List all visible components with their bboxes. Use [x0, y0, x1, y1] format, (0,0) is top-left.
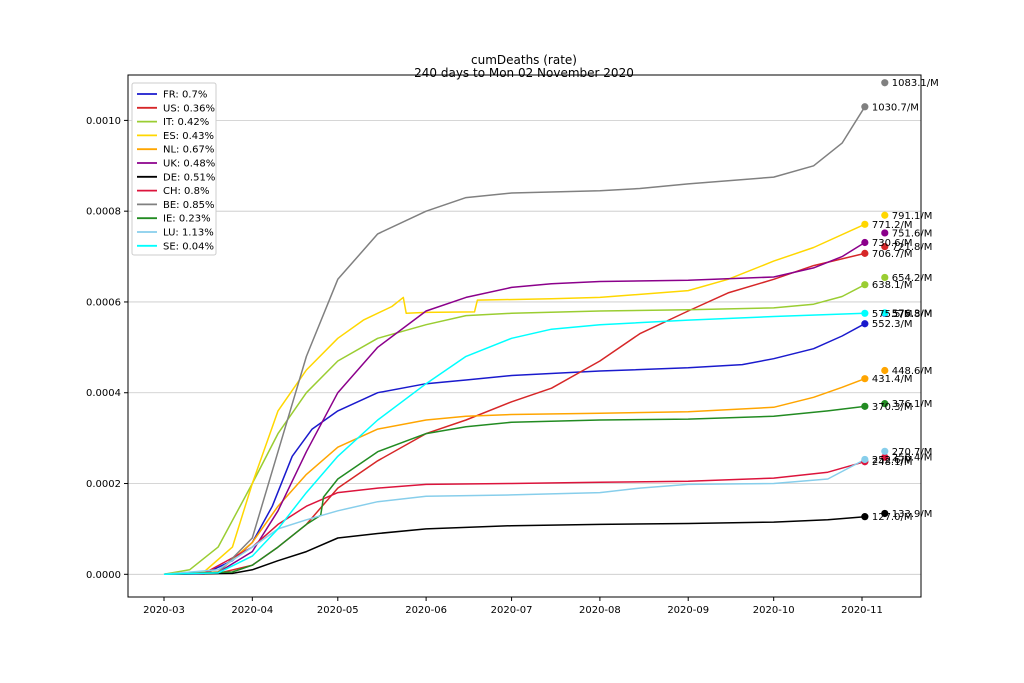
y-tick-label: 0.0008 [86, 207, 121, 218]
x-tick-label: 2020-10 [753, 605, 795, 616]
end-label-es: 771.2/M [872, 220, 913, 231]
projection-label-be: 1083.1/M [892, 78, 939, 89]
legend-box [131, 82, 217, 256]
end-label-ie: 370.3/M [872, 402, 913, 413]
chart-title: cumDeaths (rate) [471, 53, 577, 67]
legend-label-it: IT: 0.42% [163, 117, 209, 128]
legend-label-fr: FR: 0.7% [163, 90, 207, 101]
y-tick-label: 0.0002 [86, 479, 121, 490]
legend-label-ie: IE: 0.23% [163, 214, 211, 225]
projection-marker-be [881, 79, 889, 87]
legend-label-uk: UK: 0.48% [163, 159, 215, 170]
gridlines [128, 119, 921, 575]
end-label-de: 127.0/M [872, 512, 913, 523]
projection-label-ie: 376.1/M [892, 399, 933, 410]
projection-label-uk: 751.6/M [892, 228, 933, 239]
end-marker-us [861, 249, 869, 257]
projection-marker-es [881, 211, 889, 219]
y-tick-label: 0.0000 [86, 570, 121, 581]
x-tick-label: 2020-08 [579, 605, 621, 616]
end-marker-nl [861, 375, 869, 383]
x-tick-label: 2020-03 [143, 605, 185, 616]
projection-marker-us [881, 242, 889, 251]
projection-marker-ie [881, 400, 889, 408]
x-tick-label: 2020-04 [231, 605, 273, 616]
projection-marker-nl [881, 366, 889, 375]
x-tick-label: 2020-09 [667, 605, 709, 616]
y-tick-label: 0.0006 [86, 297, 121, 308]
projection-marker-uk [881, 229, 889, 237]
projection-marker-se [881, 309, 889, 317]
end-marker-fr [861, 320, 869, 328]
end-label-be: 1030.7/M [872, 102, 919, 113]
end-marker-ie [861, 402, 869, 410]
projection-label-lu: 270.7/M [892, 447, 933, 458]
end-label-nl: 431.4/M [872, 374, 913, 385]
series-line-de [163, 515, 865, 576]
end-label-fr: 552.3/M [872, 319, 913, 330]
projection-marker-it [881, 273, 889, 282]
series-line-se [163, 312, 865, 576]
series-lines [163, 106, 866, 576]
projection-label-de: 133.9/M [892, 509, 933, 520]
end-markers [861, 79, 889, 521]
series-line-be [163, 106, 866, 576]
legend-label-ch: CH: 0.8% [163, 186, 209, 197]
end-marker-se [861, 309, 869, 317]
series-line-lu [163, 458, 866, 576]
x-tick-label: 2020-11 [841, 605, 883, 616]
end-label-lu: 252.6/M [872, 455, 913, 466]
end-label-ch: 248.1/M [872, 457, 913, 468]
legend-label-lu: LU: 1.13% [163, 228, 214, 239]
end-label-se: 575.5/M [872, 309, 913, 320]
legend-label-us: US: 0.36% [163, 103, 215, 114]
series-line-es [163, 223, 866, 576]
projection-marker-ch [881, 453, 889, 461]
legend-label-de: DE: 0.51% [163, 172, 215, 183]
end-marker-uk [861, 238, 869, 247]
legend-label-be: BE: 0.85% [163, 200, 215, 211]
projection-label-fr: 575.8/M [892, 309, 933, 320]
axes: 0.0000 0.0002 0.0004 0.0006 0.0008 0.0010 2020… [86, 116, 883, 616]
projection-label-nl: 448.6/M [892, 366, 933, 377]
end-label-us: 706.7/M [872, 249, 913, 260]
series-line-ie [163, 405, 865, 576]
projection-marker-de [881, 509, 889, 518]
y-tick-label: 0.0010 [86, 116, 121, 127]
projection-label-es: 791.1/M [892, 211, 933, 222]
legend-label-nl: NL: 0.67% [163, 145, 214, 156]
projection-label-ch: 258.4/M [892, 453, 933, 464]
series-line-uk [163, 241, 866, 576]
series-line-nl [163, 377, 866, 576]
chart-subtitle: 240 days to Mon 02 November 2020 [414, 66, 634, 80]
legend: FR: 0.7% US: 0.36% IT: 0.42% ES: 0.43% NL: 0… [131, 82, 217, 256]
end-marker-de [861, 513, 869, 521]
end-label-uk: 730.6/M [872, 238, 913, 249]
legend-label-es: ES: 0.43% [163, 131, 214, 142]
plot-frame [127, 74, 922, 598]
x-tick-label: 2020-07 [491, 605, 533, 616]
legend-label-se: SE: 0.04% [163, 241, 214, 252]
end-label-it: 638.1/M [872, 280, 913, 291]
y-tick-label: 0.0004 [86, 388, 121, 399]
projection-marker-lu [881, 447, 889, 455]
end-marker-es [861, 220, 869, 228]
end-marker-it [861, 281, 869, 289]
end-marker-be [861, 103, 869, 111]
series-line-it [163, 284, 866, 576]
series-line-fr [163, 323, 866, 576]
x-tick-label: 2020-06 [405, 605, 447, 616]
projection-label-se: 576.3/M [892, 308, 933, 319]
projection-label-it: 654.2/M [892, 273, 933, 284]
end-marker-lu [861, 455, 869, 464]
x-tick-label: 2020-05 [317, 605, 359, 616]
projection-label-us: 721.8/M [892, 242, 933, 253]
